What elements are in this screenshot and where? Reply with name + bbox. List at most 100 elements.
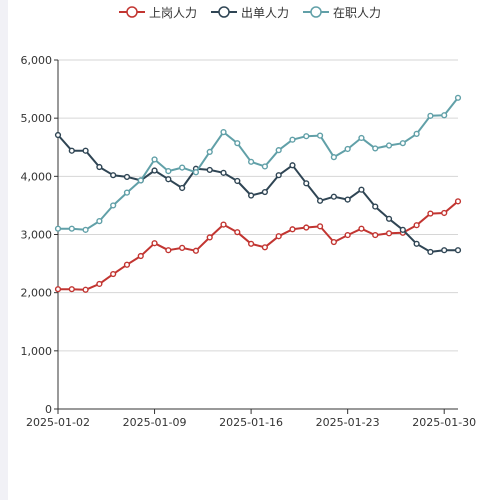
series-2-point <box>385 215 393 222</box>
y-tick-label: 0 <box>45 403 52 416</box>
y-tick-label: 4,000 <box>21 170 53 183</box>
series-1-point <box>344 231 351 239</box>
series-3-point <box>220 129 227 136</box>
series-3-point <box>96 218 103 225</box>
series-3-point <box>151 156 158 163</box>
series-3-point <box>441 112 448 119</box>
x-tick-label: 2025-01-09 <box>123 416 187 429</box>
y-tick-label: 1,000 <box>21 345 53 358</box>
chart-legend: 上岗人力 出单人力 在职人力 <box>0 2 500 22</box>
series-2-point <box>68 147 75 154</box>
series-3-point <box>399 140 406 147</box>
series-1-point <box>358 225 365 232</box>
series-2-point <box>151 167 158 174</box>
series-2-point <box>248 192 255 199</box>
series-2-point <box>96 163 103 171</box>
series-2-point <box>454 247 462 254</box>
series-1-point <box>372 231 379 239</box>
series-3-point <box>234 140 241 147</box>
legend-item-series-2[interactable]: 出单人力 <box>210 4 289 21</box>
series-2-point <box>330 193 337 200</box>
x-tick-label: 2025-01-23 <box>316 416 380 429</box>
series-3-point <box>54 225 62 232</box>
series-line-1 <box>58 200 459 291</box>
series-1-point <box>234 229 241 236</box>
series-2-point <box>179 184 186 192</box>
series-2-point <box>427 248 434 256</box>
series-3-point <box>165 167 172 175</box>
series-1-point <box>165 247 172 254</box>
series-2-point <box>344 196 351 203</box>
series-1-point <box>206 234 213 241</box>
series-1-point <box>151 240 158 247</box>
series-2-point <box>110 172 117 179</box>
legend-line-circle-icon <box>210 6 237 18</box>
series-2-point <box>303 180 310 187</box>
series-3-point <box>427 112 434 119</box>
series-2-point <box>372 203 379 210</box>
series-2-point <box>234 177 241 185</box>
series-3-point <box>192 169 200 176</box>
series-2-point <box>54 131 62 139</box>
series-line-3 <box>58 97 459 231</box>
series-3-point <box>110 202 117 209</box>
series-3-point <box>344 145 351 153</box>
series-3-point <box>261 163 268 170</box>
series-1-point <box>179 244 186 251</box>
series-1-point <box>303 224 310 231</box>
series-3-point <box>123 189 131 196</box>
series-2-point <box>289 162 296 169</box>
axes: 0 1,000 2,000 3,000 4,000 5,000 6,000 2025-01-0… <box>21 54 477 429</box>
series-3-point <box>68 225 75 232</box>
series-3-point <box>275 147 282 154</box>
series-3-point <box>413 130 420 137</box>
series-1-point <box>192 247 200 254</box>
series-2-point <box>82 147 89 154</box>
window-edge-strip <box>0 0 8 500</box>
series-3-point <box>137 177 144 184</box>
y-tick-label: 6,000 <box>21 54 53 67</box>
series-2-point <box>261 188 268 196</box>
series-1-point <box>137 252 144 260</box>
series-1-point <box>82 286 89 293</box>
series-1-point <box>316 223 324 230</box>
series-2-point <box>358 186 365 193</box>
series-2-point <box>399 226 406 233</box>
series-1-point <box>289 226 296 233</box>
series-1-point <box>54 286 62 293</box>
grid-lines <box>58 59 458 352</box>
series-2-point <box>165 176 172 183</box>
y-tick-label: 3,000 <box>21 229 53 242</box>
series-3-point <box>82 226 89 233</box>
series-1-point <box>110 270 117 278</box>
series-3-point <box>372 145 379 152</box>
y-tick-label: 5,000 <box>21 112 53 125</box>
series-2-point <box>441 247 448 254</box>
series-2-point <box>220 169 227 176</box>
series-3-point <box>385 142 393 149</box>
series-1-point <box>248 240 255 247</box>
series-1-point <box>96 280 103 288</box>
x-tick-label: 2025-01-16 <box>219 416 283 429</box>
x-tick-label: 2025-01-30 <box>412 416 476 429</box>
series-1-point <box>68 286 75 293</box>
series-2-point <box>206 166 213 174</box>
legend-label-series-3: 在职人力 <box>333 5 382 20</box>
legend-item-series-3[interactable]: 在职人力 <box>303 4 381 21</box>
y-tick-label: 2,000 <box>21 287 53 300</box>
series-3-point <box>454 94 462 101</box>
series-2-point <box>316 197 324 204</box>
series-1-point <box>454 198 462 205</box>
series-1-point <box>441 209 448 217</box>
series-lines <box>54 94 462 293</box>
series-2-point <box>123 173 131 181</box>
series-1-point <box>413 222 420 229</box>
legend-item-series-1[interactable]: 上岗人力 <box>118 4 197 21</box>
series-3-point <box>179 164 186 171</box>
series-1-point <box>330 238 337 246</box>
series-1-point <box>261 244 268 251</box>
series-3-point <box>330 154 337 161</box>
series-3-point <box>358 134 365 142</box>
